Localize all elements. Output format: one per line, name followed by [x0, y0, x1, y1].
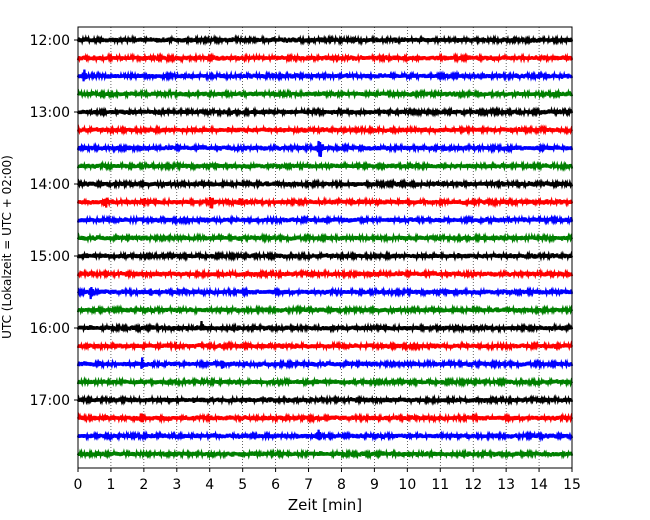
- x-tick-label: 8: [337, 477, 346, 493]
- trace-1645: [76, 375, 574, 389]
- x-tick-label: 1: [106, 477, 115, 493]
- trace-1315: [76, 124, 574, 137]
- trace-1345: [76, 160, 574, 172]
- trace-1415: [76, 195, 574, 209]
- trace-1700: [76, 393, 574, 407]
- x-tick-label: 3: [172, 477, 181, 493]
- y-axis-ticks: 12:00 13:00 14:00 15:00 16:00 17:00: [30, 33, 78, 409]
- x-tick-label: 5: [238, 477, 247, 493]
- x-axis-label: Zeit [min]: [288, 496, 362, 514]
- trace-1300: [76, 105, 574, 119]
- x-tick-label: 4: [205, 477, 214, 493]
- x-axis-ticks: 0 1 2 3 4 5 6 7 8 9 10 11 12 13 14 15: [74, 468, 581, 493]
- trace-1615: [76, 339, 574, 353]
- x-tick-label: 7: [304, 477, 313, 493]
- x-tick-label: 15: [563, 477, 581, 493]
- x-tick-label: 12: [464, 477, 482, 493]
- trace-1730: [76, 429, 574, 443]
- trace-1515: [76, 267, 574, 281]
- x-tick-label: 13: [497, 477, 515, 493]
- trace-1630: [76, 357, 574, 371]
- trace-1400: [76, 177, 574, 191]
- y-tick-label: 16:00: [30, 321, 70, 337]
- x-tick-label: 10: [398, 477, 416, 493]
- y-tick-label: 14:00: [30, 177, 70, 193]
- y-tick-label: 17:00: [30, 393, 70, 409]
- x-tick-label: 0: [74, 477, 83, 493]
- y-tick-label: 15:00: [30, 249, 70, 265]
- trace-1200: [76, 33, 574, 47]
- trace-1230: [76, 69, 574, 83]
- trace-1715: [76, 411, 574, 425]
- seismic-traces: [76, 33, 574, 461]
- trace-1530: [76, 285, 574, 300]
- x-tick-label: 14: [530, 477, 548, 493]
- trace-1430: [76, 214, 574, 226]
- trace-1330: [76, 140, 574, 157]
- trace-1545: [76, 303, 574, 317]
- plot-frame: [77, 26, 573, 469]
- y-tick-label: 12:00: [30, 33, 70, 49]
- y-tick-label: 13:00: [30, 105, 70, 121]
- x-tick-label: 9: [370, 477, 379, 493]
- trace-1245: [76, 87, 574, 101]
- x-tick-label: 6: [271, 477, 280, 493]
- trace-1215: [76, 51, 574, 65]
- x-tick-label: 2: [139, 477, 148, 493]
- x-tick-label: 11: [431, 477, 449, 493]
- y-axis-label: UTC (Lokalzeit = UTC + 02:00): [0, 155, 14, 339]
- trace-1600: [76, 321, 574, 335]
- trace-1445: [76, 232, 574, 245]
- trace-1500: [76, 250, 574, 263]
- trace-1745: [76, 447, 574, 461]
